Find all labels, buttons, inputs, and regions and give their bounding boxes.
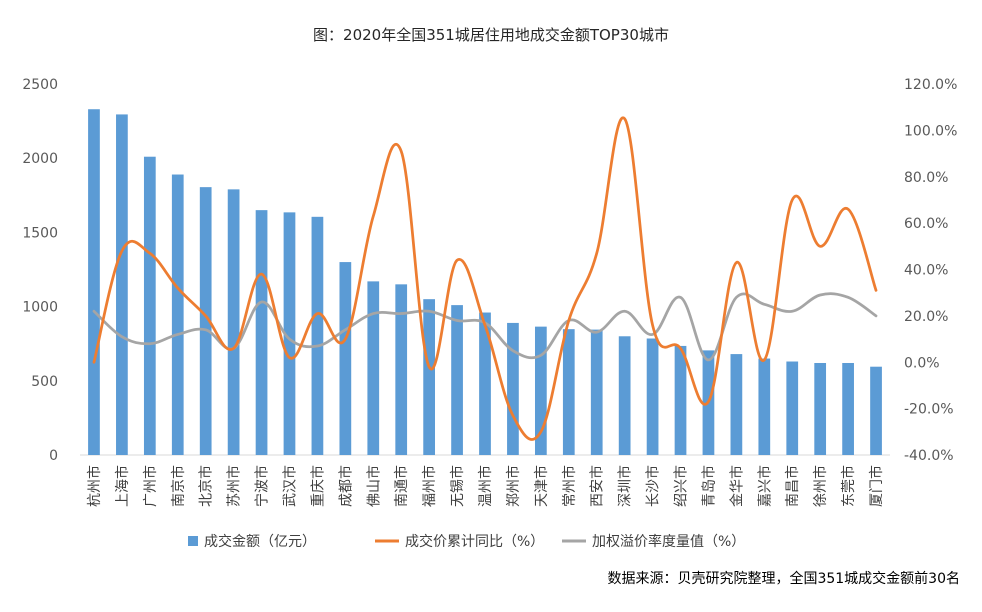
legend-swatch bbox=[188, 536, 198, 546]
bar bbox=[646, 338, 659, 455]
bar bbox=[283, 212, 296, 455]
category-labels: 杭州市 上海市 广州市 南京市 北京市 苏州市 宁波市 武汉市 重庆市 成都市 佛山市 南通市 福州市无… bbox=[86, 465, 885, 507]
right-tick-label: 120.0% bbox=[904, 77, 957, 93]
bar bbox=[870, 366, 882, 455]
bar bbox=[479, 312, 491, 455]
category-label: 广州市 bbox=[142, 465, 159, 507]
category-label: 东莞市 bbox=[840, 465, 857, 507]
right-tick-label: 20.0% bbox=[904, 309, 948, 325]
line-series bbox=[92, 116, 878, 441]
left-tick-label: 500 bbox=[31, 374, 58, 390]
bar bbox=[116, 114, 128, 455]
category-label: 金华市 bbox=[728, 465, 745, 507]
bar bbox=[171, 174, 184, 456]
bar bbox=[311, 216, 324, 455]
bar bbox=[143, 156, 156, 455]
bar bbox=[562, 329, 575, 455]
category-label: 北京市 bbox=[198, 465, 215, 507]
legend-label: 加权溢价率度量值（%） bbox=[592, 533, 745, 550]
category-label: 南昌市 bbox=[784, 465, 801, 507]
legend: 成交金额（亿元） 成交价累计同比（%） 加权溢价率度量值（%） bbox=[188, 533, 745, 550]
bar bbox=[507, 322, 519, 455]
category-label: 杭州市 bbox=[86, 465, 103, 507]
bar bbox=[786, 361, 799, 455]
category-label: 佛山市 bbox=[365, 465, 382, 507]
category-label: 武汉市 bbox=[281, 465, 298, 507]
left-tick-label: 1000 bbox=[22, 300, 58, 316]
bar bbox=[534, 326, 547, 455]
category-label: 嘉兴市 bbox=[756, 465, 773, 507]
category-label: 上海市 bbox=[114, 465, 131, 507]
bar bbox=[730, 354, 743, 455]
bar bbox=[423, 299, 436, 455]
right-tick-label: 60.0% bbox=[904, 216, 948, 232]
right-tick-label: 40.0% bbox=[904, 263, 948, 279]
right-tick-label: -20.0% bbox=[904, 402, 954, 418]
bar bbox=[842, 362, 854, 455]
category-label: 厦门市 bbox=[868, 465, 885, 507]
right-tick-label: 0.0% bbox=[904, 355, 940, 371]
left-tick-label: 1500 bbox=[22, 225, 58, 241]
category-label: 福州市 bbox=[421, 465, 438, 507]
left-tick-label: 2500 bbox=[22, 77, 58, 93]
bar bbox=[590, 329, 603, 455]
bar bbox=[339, 262, 352, 455]
right-tick-label: 80.0% bbox=[904, 170, 948, 186]
category-label: 常州市 bbox=[561, 465, 578, 507]
chart-title: 图：2020年全国351城居住用地成交金额TOP30城市 bbox=[313, 26, 669, 44]
bar-series bbox=[88, 109, 882, 456]
bar bbox=[674, 345, 687, 455]
category-label: 南京市 bbox=[170, 465, 187, 507]
legend-label: 成交价累计同比（%） bbox=[405, 533, 544, 550]
category-label: 天津市 bbox=[533, 465, 550, 507]
bar bbox=[395, 284, 408, 455]
category-label: 西安市 bbox=[589, 465, 606, 507]
category-label: 青岛市 bbox=[700, 465, 717, 507]
category-label: 重庆市 bbox=[309, 465, 326, 507]
series-line bbox=[92, 116, 878, 441]
category-label: 深圳市 bbox=[617, 465, 634, 507]
category-label: 长沙市 bbox=[645, 465, 662, 507]
category-label: 成都市 bbox=[337, 465, 354, 507]
left-axis-ticks: 0 500 1000 1500 2000 2500 bbox=[22, 77, 58, 464]
category-label: 绍兴市 bbox=[673, 465, 690, 507]
bar bbox=[88, 109, 100, 455]
bar bbox=[618, 336, 631, 455]
right-tick-label: -40.0% bbox=[904, 448, 954, 464]
bar bbox=[367, 281, 380, 455]
bar bbox=[451, 305, 463, 455]
category-label: 无锡市 bbox=[449, 465, 466, 507]
left-tick-label: 0 bbox=[49, 448, 58, 464]
category-label: 苏州市 bbox=[226, 465, 243, 507]
category-label: 宁波市 bbox=[254, 465, 271, 507]
right-tick-label: 100.0% bbox=[904, 123, 957, 139]
left-tick-label: 2000 bbox=[22, 151, 58, 167]
category-label: 温州市 bbox=[477, 465, 494, 507]
bar bbox=[758, 358, 771, 455]
category-label: 南通市 bbox=[393, 465, 410, 507]
bar bbox=[255, 210, 268, 455]
category-label: 郑州市 bbox=[505, 465, 522, 507]
right-axis-ticks: -40.0% -20.0% 0.0% 20.0% 40.0% 60.0% 80.0% 100.… bbox=[904, 77, 957, 464]
legend-label: 成交金额（亿元） bbox=[204, 533, 316, 550]
source-note: 数据来源：贝壳研究院整理，全国351城成交金额前30名 bbox=[607, 570, 960, 587]
bar bbox=[227, 189, 240, 455]
category-label: 徐州市 bbox=[812, 465, 829, 507]
bar bbox=[814, 362, 827, 455]
bar bbox=[199, 187, 212, 455]
